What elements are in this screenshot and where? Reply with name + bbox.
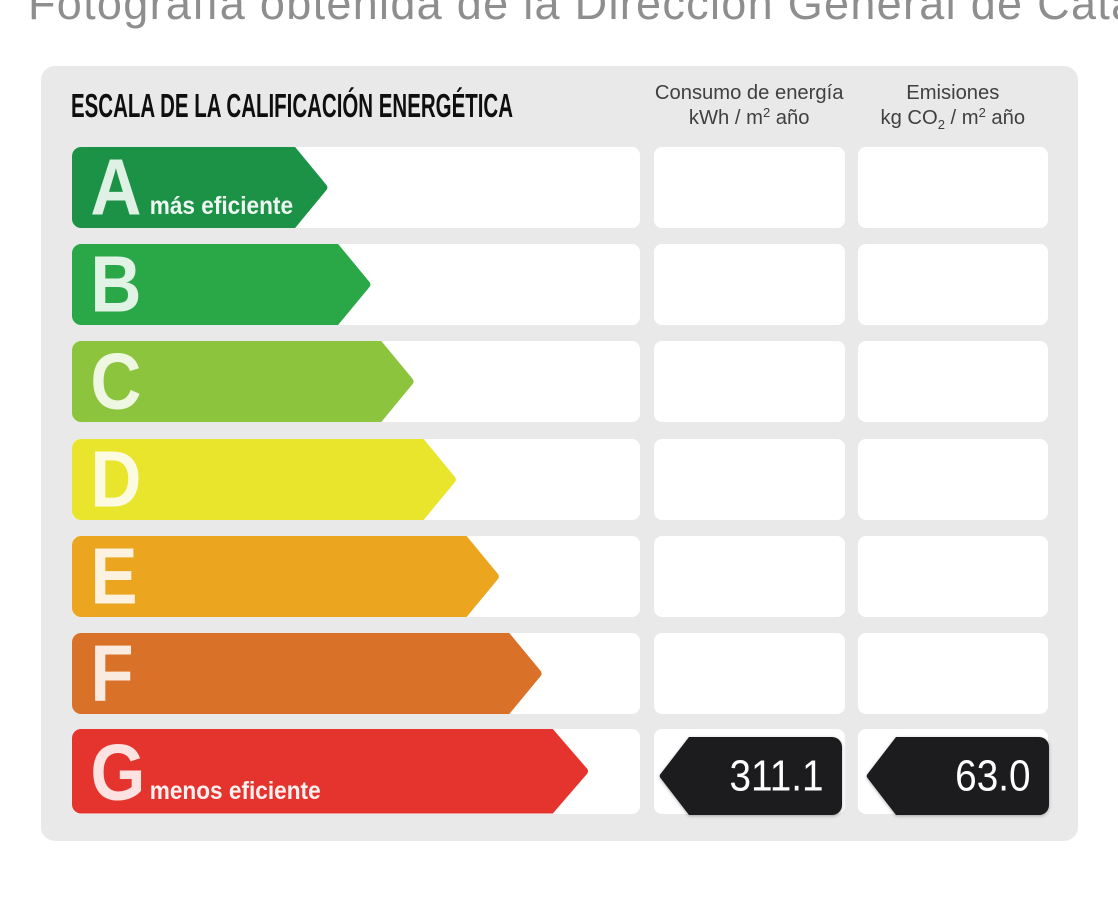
svg-text:B: B bbox=[90, 244, 141, 326]
svg-text:A: A bbox=[90, 147, 141, 229]
svg-text:más eficiente: más eficiente bbox=[149, 193, 292, 220]
svg-text:C: C bbox=[90, 341, 141, 423]
svg-text:G: G bbox=[90, 729, 145, 815]
svg-text:63.0: 63.0 bbox=[955, 751, 1030, 800]
svg-text:F: F bbox=[90, 633, 133, 715]
svg-text:E: E bbox=[90, 536, 137, 618]
svg-text:menos eficiente: menos eficiente bbox=[149, 778, 320, 805]
svg-text:311.1: 311.1 bbox=[730, 751, 824, 800]
svg-text:D: D bbox=[90, 439, 141, 521]
